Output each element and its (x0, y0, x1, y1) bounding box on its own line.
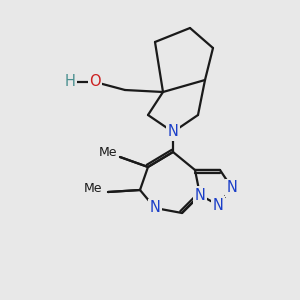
Text: Me: Me (84, 182, 102, 194)
Text: N: N (213, 197, 224, 212)
Text: N: N (150, 200, 160, 215)
Text: N: N (213, 197, 224, 212)
Text: N: N (195, 188, 206, 202)
Text: H: H (64, 74, 75, 89)
Text: N: N (195, 188, 206, 202)
Text: N: N (150, 200, 160, 215)
Text: N: N (226, 181, 237, 196)
Text: N: N (168, 124, 178, 140)
Text: N: N (226, 181, 237, 196)
Text: O: O (89, 74, 101, 89)
Text: N: N (168, 124, 178, 140)
Text: O: O (89, 74, 101, 89)
Text: Me: Me (99, 146, 117, 158)
Text: H: H (64, 74, 75, 89)
